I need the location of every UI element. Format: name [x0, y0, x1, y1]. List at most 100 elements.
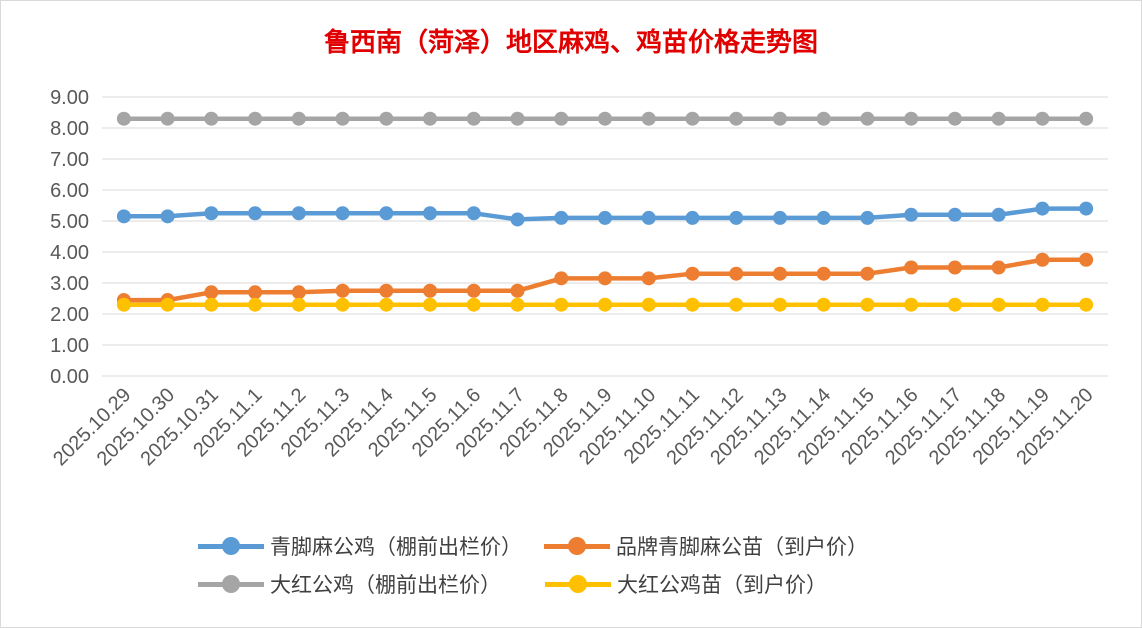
legend-key-series-4: [545, 574, 611, 594]
legend-item-series-4: 大红公鸡苗（到户价）: [545, 569, 827, 599]
data-point-series-4: [510, 297, 525, 312]
data-point-series-2: [772, 266, 787, 281]
data-point-series-1: [598, 210, 612, 225]
data-point-series-2: [904, 260, 919, 275]
data-point-series-3: [379, 111, 394, 126]
data-point-series-1: [160, 209, 175, 224]
data-point-series-4: [248, 297, 263, 312]
data-point-series-4: [904, 297, 919, 312]
data-point-series-3: [772, 111, 787, 126]
legend-item-series-3: 大红公鸡（棚前出栏价）: [198, 569, 501, 599]
data-point-series-2: [641, 271, 656, 286]
data-point-series-2: [729, 266, 744, 281]
data-point-series-4: [598, 297, 612, 312]
data-point-series-4: [554, 297, 569, 312]
data-point-series-2: [816, 266, 831, 281]
data-point-series-1: [1079, 201, 1094, 216]
data-point-series-1: [510, 212, 525, 227]
data-point-series-4: [423, 297, 438, 312]
legend-key-series-2: [544, 536, 610, 556]
data-point-series-1: [772, 210, 787, 225]
data-point-series-4: [466, 297, 481, 312]
data-point-series-2: [1079, 252, 1094, 267]
y-tick-label: 8.00: [50, 118, 89, 140]
data-point-series-1: [466, 206, 481, 221]
chart-plot: 0.00 1.00 2.00 3.00 4.00 5.00 6.00 7.00 8.00 9.00…: [49, 87, 1108, 470]
legend-item-series-2: 品牌青脚麻公苗（到户价）: [544, 531, 868, 561]
data-point-series-4: [160, 297, 175, 312]
data-point-series-3: [423, 111, 438, 126]
data-point-series-4: [947, 297, 962, 312]
data-point-series-3: [991, 111, 1006, 126]
data-point-series-3: [641, 111, 656, 126]
data-point-series-3: [816, 111, 831, 126]
data-point-series-2: [947, 260, 962, 275]
data-point-series-2: [291, 285, 306, 300]
data-point-series-1: [641, 210, 656, 225]
data-point-series-1: [685, 210, 700, 225]
data-point-series-1: [947, 207, 962, 222]
data-point-series-3: [116, 111, 131, 126]
data-point-series-4: [116, 297, 131, 312]
y-tick-label: 0.00: [50, 366, 89, 388]
data-point-series-4: [991, 297, 1006, 312]
data-point-series-4: [641, 297, 656, 312]
legend-item-series-1: 青脚麻公鸡（棚前出栏价）: [198, 531, 522, 561]
legend-label-series-3: 大红公鸡（棚前出栏价）: [270, 573, 501, 597]
data-point-series-3: [1035, 111, 1050, 126]
y-tick-label: 3.00: [50, 273, 89, 295]
data-point-series-3: [204, 111, 219, 126]
data-point-series-3: [598, 111, 612, 126]
legend-row-2: 大红公鸡（棚前出栏价） 大红公鸡苗（到户价）: [198, 570, 849, 598]
legend-marker-series-1: [222, 537, 240, 555]
data-point-series-4: [1035, 297, 1050, 312]
data-point-series-3: [466, 111, 481, 126]
data-point-series-1: [554, 210, 569, 225]
data-point-series-2: [1035, 252, 1050, 267]
data-point-series-2: [685, 266, 700, 281]
data-point-series-4: [291, 297, 306, 312]
data-point-series-2: [466, 283, 481, 298]
y-tick-label: 9.00: [50, 87, 89, 109]
data-point-series-4: [729, 297, 744, 312]
data-point-series-4: [379, 297, 394, 312]
data-point-series-3: [685, 111, 700, 126]
data-point-series-3: [291, 111, 306, 126]
data-point-series-1: [729, 210, 744, 225]
legend-marker-series-3: [222, 575, 240, 593]
data-point-series-3: [860, 111, 875, 126]
data-point-series-2: [598, 271, 612, 286]
data-point-series-4: [1079, 297, 1094, 312]
data-point-series-3: [729, 111, 744, 126]
data-point-series-4: [204, 297, 219, 312]
data-point-series-1: [816, 210, 831, 225]
data-point-series-2: [991, 260, 1006, 275]
data-point-series-2: [204, 285, 219, 300]
data-point-series-2: [379, 283, 394, 298]
legend-key-series-1: [198, 536, 264, 556]
data-point-series-3: [904, 111, 919, 126]
data-point-series-3: [510, 111, 525, 126]
data-point-series-1: [904, 207, 919, 222]
data-point-series-3: [1079, 111, 1094, 126]
chart-title: 鲁西南（菏泽）地区麻鸡、鸡苗价格走势图: [323, 28, 818, 58]
data-point-series-4: [772, 297, 787, 312]
data-point-series-4: [816, 297, 831, 312]
y-tick-label: 2.00: [50, 304, 89, 326]
data-point-series-2: [248, 285, 263, 300]
y-tick-label: 1.00: [50, 335, 89, 357]
data-point-series-2: [335, 283, 350, 298]
data-point-series-1: [423, 206, 438, 221]
data-point-series-1: [379, 206, 394, 221]
data-point-series-3: [947, 111, 962, 126]
data-point-series-1: [116, 209, 131, 224]
y-tick-label: 6.00: [50, 180, 89, 202]
data-point-series-4: [860, 297, 875, 312]
data-point-series-2: [860, 266, 875, 281]
data-point-series-1: [291, 206, 306, 221]
data-point-series-1: [248, 206, 263, 221]
data-point-series-3: [335, 111, 350, 126]
y-tick-label: 5.00: [50, 211, 89, 233]
data-point-series-3: [248, 111, 263, 126]
data-point-series-4: [685, 297, 700, 312]
